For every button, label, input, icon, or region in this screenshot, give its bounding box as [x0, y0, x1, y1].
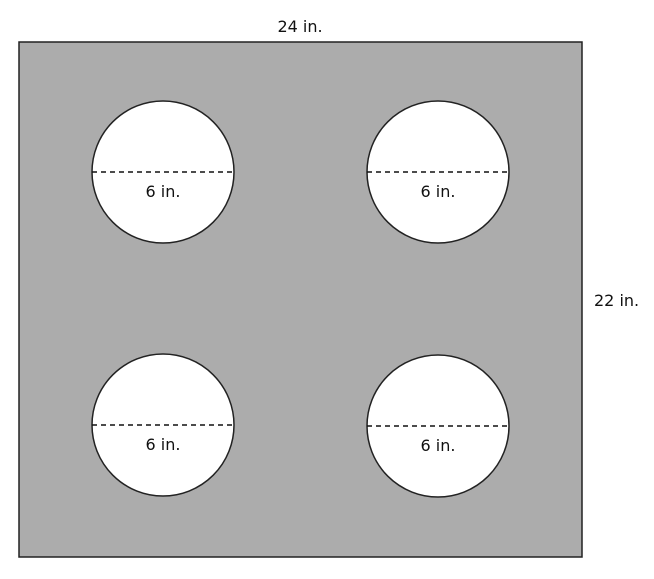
- diameter-label: 6 in.: [146, 435, 181, 454]
- circle-cutout-bottom-left: 6 in.: [91, 353, 235, 497]
- diameter-label: 6 in.: [146, 182, 181, 201]
- width-label: 24 in.: [277, 17, 322, 36]
- circle-cutout-top-right: 6 in.: [366, 100, 510, 244]
- diameter-label: 6 in.: [421, 436, 456, 455]
- diameter-label: 6 in.: [421, 182, 456, 201]
- gray-sheet: [18, 41, 583, 558]
- height-label: 22 in.: [594, 291, 639, 310]
- circle-cutout-top-left: 6 in.: [91, 100, 235, 244]
- circle-cutout-bottom-right: 6 in.: [366, 354, 510, 498]
